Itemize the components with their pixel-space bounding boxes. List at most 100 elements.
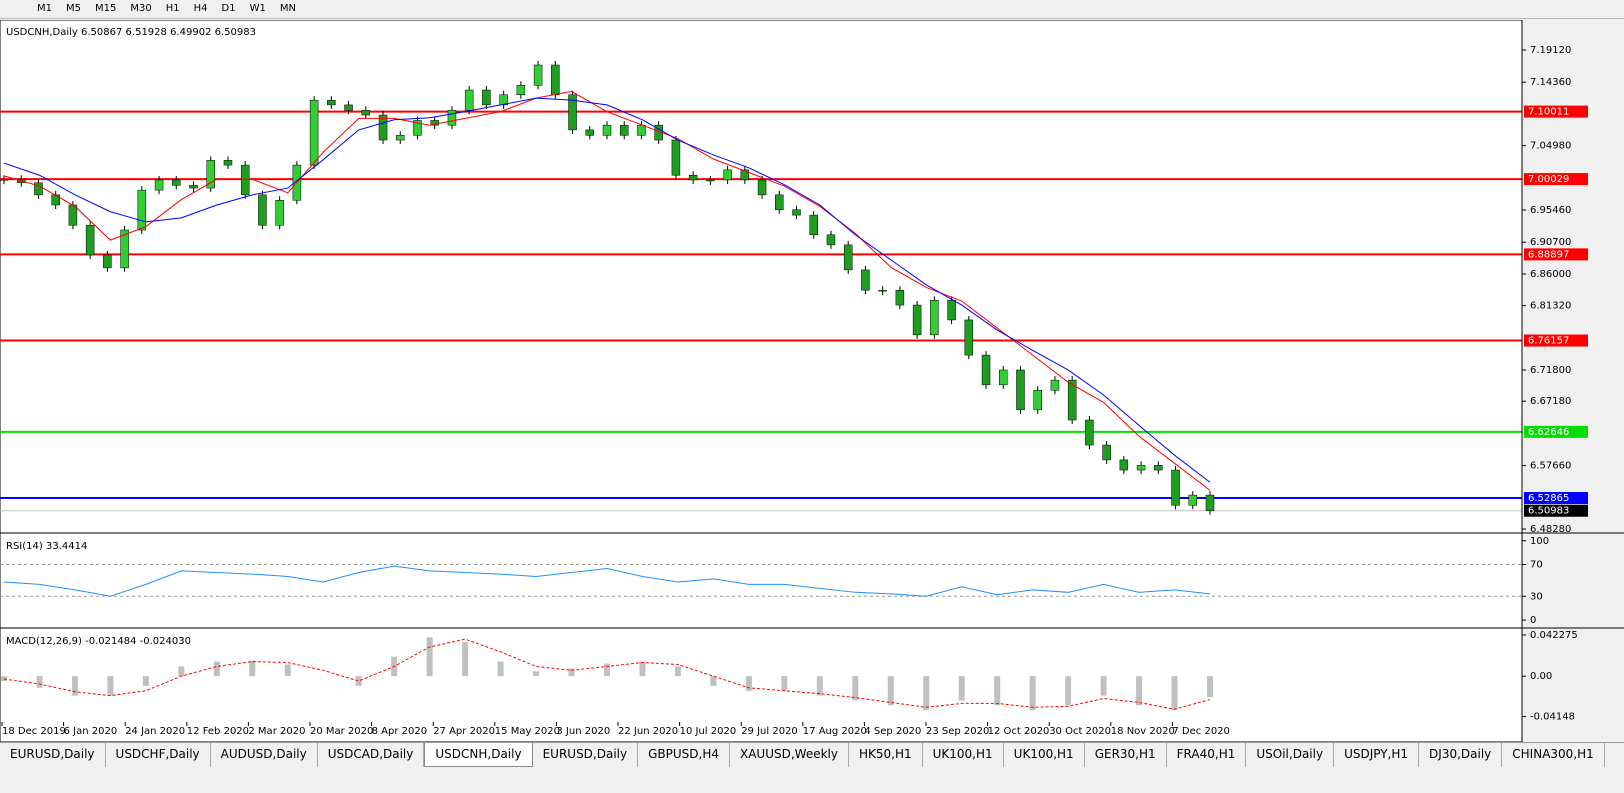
candle bbox=[1171, 469, 1180, 506]
candle bbox=[947, 300, 956, 321]
chart-tab[interactable]: DJ30,Daily bbox=[1419, 743, 1503, 767]
candle bbox=[1085, 419, 1094, 446]
candle bbox=[447, 110, 457, 126]
chart-tab[interactable]: USOil,Daily bbox=[1246, 743, 1335, 767]
macd-bar bbox=[994, 676, 1001, 706]
macd-bar bbox=[604, 663, 610, 677]
candle bbox=[68, 204, 78, 226]
candle bbox=[775, 194, 784, 210]
candle bbox=[1119, 459, 1129, 471]
candle bbox=[275, 199, 284, 226]
candle bbox=[413, 120, 422, 136]
timeframe-button[interactable]: H4 bbox=[193, 3, 208, 14]
candle bbox=[172, 179, 181, 186]
x-tick-label: 30 Oct 2020 bbox=[1049, 726, 1111, 737]
timeframe-button[interactable]: MN bbox=[279, 3, 296, 14]
timeframe-button[interactable]: M5 bbox=[66, 3, 81, 14]
y-tick-label: 6.90700 bbox=[1530, 237, 1571, 248]
candle bbox=[809, 214, 818, 235]
rsi-line bbox=[3, 565, 1211, 597]
level-label: 6.88897 bbox=[1528, 249, 1569, 260]
macd-bar bbox=[1, 676, 7, 682]
macd-bar bbox=[1029, 676, 1036, 711]
candle bbox=[34, 182, 43, 196]
chart-tab[interactable]: CHINA300,H1 bbox=[1502, 743, 1605, 767]
x-tick-label: 7 Dec 2020 bbox=[1172, 726, 1230, 737]
level-tag bbox=[1524, 105, 1588, 118]
macd-bar bbox=[284, 664, 291, 677]
chart-tab[interactable]: AUDUSD,Daily bbox=[211, 743, 318, 767]
macd-bar bbox=[887, 676, 894, 706]
candle bbox=[826, 234, 836, 246]
timeframe-button[interactable]: H1 bbox=[165, 3, 180, 14]
candle bbox=[378, 114, 388, 141]
x-tick-label: 12 Oct 2020 bbox=[988, 726, 1050, 737]
timeframe-button[interactable]: M15 bbox=[95, 3, 117, 14]
candle bbox=[137, 189, 147, 231]
macd-bar bbox=[816, 676, 823, 696]
timeframe-button[interactable]: W1 bbox=[249, 3, 266, 14]
x-tick-label: 8 Apr 2020 bbox=[372, 726, 427, 737]
x-tick-label: 18 Nov 2020 bbox=[1111, 726, 1175, 737]
chart-tab[interactable]: USDCAD,Daily bbox=[318, 743, 425, 767]
candle bbox=[930, 300, 939, 336]
y-tick-label: 7.04980 bbox=[1530, 141, 1571, 152]
chart-tab[interactable]: FRA40,H1 bbox=[1167, 743, 1247, 767]
candle bbox=[740, 169, 750, 181]
level-tag bbox=[1524, 334, 1588, 347]
chart-tab[interactable]: EURUSD,Daily bbox=[0, 743, 106, 767]
candle bbox=[688, 174, 698, 181]
chart-tab[interactable]: XAUUSD,Weekly bbox=[730, 743, 849, 767]
y-tick-label: 6.95460 bbox=[1530, 205, 1571, 216]
chart-tab[interactable]: USDCNH,Daily bbox=[424, 743, 533, 767]
level-label: 7.10011 bbox=[1528, 107, 1569, 118]
candle bbox=[1136, 465, 1146, 471]
tab-bar: EURUSD,Daily USDCHF,Daily AUDUSD,Daily USDC… bbox=[0, 742, 1624, 767]
candle bbox=[396, 135, 405, 141]
candle bbox=[516, 85, 526, 96]
level-tag bbox=[1524, 425, 1588, 438]
chart-tab[interactable]: EURUSD,Daily bbox=[533, 743, 639, 767]
candle bbox=[878, 289, 887, 292]
candle bbox=[895, 289, 905, 306]
candle bbox=[843, 244, 853, 271]
macd-bar bbox=[462, 642, 469, 677]
candle bbox=[499, 94, 508, 106]
macd-bar bbox=[639, 661, 646, 677]
y-tick-label: 6.71800 bbox=[1530, 365, 1571, 376]
macd-bar bbox=[1136, 676, 1143, 706]
x-tick-label: 15 May 2020 bbox=[495, 726, 560, 737]
chart: USDCNH,Daily 6.50867 6.51928 6.49902 6.5… bbox=[0, 20, 1624, 742]
y-tick-label: 0 bbox=[1530, 615, 1536, 626]
candle bbox=[1188, 494, 1198, 506]
chart-tab[interactable]: GBPUSD,H4 bbox=[638, 743, 730, 767]
chart-tab[interactable]: GER30,H1 bbox=[1085, 743, 1167, 767]
y-tick-label: -0.04148 bbox=[1530, 712, 1575, 723]
candle bbox=[533, 64, 543, 86]
timeframe-button[interactable]: M30 bbox=[130, 3, 152, 14]
timeframe-button[interactable]: M1 bbox=[37, 3, 52, 14]
macd-bar bbox=[745, 676, 752, 691]
candle bbox=[482, 89, 491, 106]
x-tick-label: 29 Jul 2020 bbox=[741, 726, 798, 737]
macd-bar bbox=[142, 676, 149, 686]
y-tick-label: 6.86000 bbox=[1530, 269, 1571, 280]
timeframe-button[interactable]: D1 bbox=[221, 3, 236, 14]
x-tick-label: 3 Jun 2020 bbox=[556, 726, 610, 737]
candle bbox=[154, 179, 164, 191]
macd-bar bbox=[426, 637, 433, 677]
chart-tab[interactable]: USDCHF,Daily bbox=[106, 743, 211, 767]
macd-bar bbox=[1100, 676, 1107, 696]
macd-bar bbox=[213, 661, 220, 677]
chart-tab[interactable]: HK50,H1 bbox=[849, 743, 923, 767]
candle bbox=[240, 164, 250, 196]
chart-tab[interactable]: USDJPY,H1 bbox=[1334, 743, 1420, 767]
candle bbox=[327, 99, 336, 106]
macd-bar bbox=[249, 660, 256, 677]
macd-bar bbox=[923, 676, 930, 711]
chart-tab[interactable]: UK100,H1 bbox=[923, 743, 1004, 767]
candle bbox=[1102, 444, 1111, 461]
x-tick-label: 4 Sep 2020 bbox=[864, 726, 921, 737]
chart-tab[interactable]: UK100,H1 bbox=[1004, 743, 1085, 767]
